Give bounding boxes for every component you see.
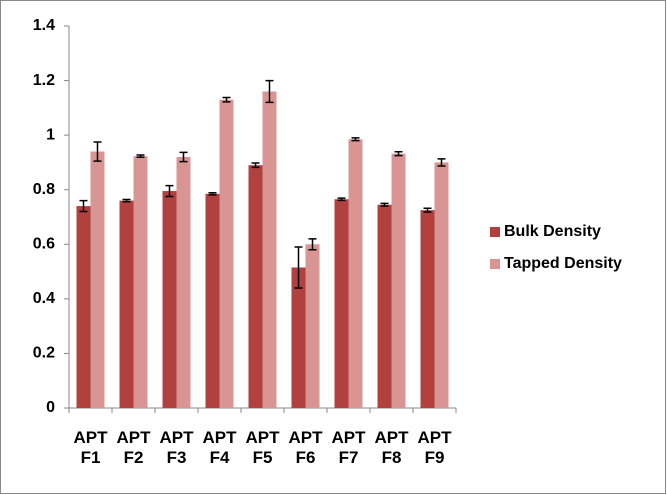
- bar: [219, 99, 234, 409]
- error-bar: [437, 158, 446, 167]
- y-tick-label: 1: [46, 126, 55, 143]
- y-tick-label: 0.8: [33, 181, 55, 198]
- legend-swatch: [490, 259, 500, 269]
- bar: [305, 244, 320, 408]
- error-bar: [423, 207, 432, 213]
- y-tick-label: 0.4: [33, 290, 55, 307]
- x-tick-label: APT F2: [116, 428, 151, 467]
- bar: [334, 199, 349, 408]
- error-bar: [179, 151, 188, 163]
- bar: [420, 210, 435, 408]
- y-tick-label: 1.4: [33, 17, 55, 34]
- legend-label: Bulk Density: [504, 223, 601, 240]
- bar: [133, 156, 148, 408]
- bar: [162, 191, 177, 408]
- error-bar: [222, 96, 231, 103]
- x-tick-label: APT F3: [159, 428, 194, 467]
- error-bar: [79, 199, 88, 213]
- x-tick-label: APT F9: [417, 428, 452, 467]
- bar: [90, 151, 105, 408]
- bar: [248, 165, 263, 408]
- error-bar: [308, 238, 317, 251]
- error-bar: [251, 162, 260, 169]
- error-bar: [351, 137, 360, 142]
- bar: [262, 91, 277, 408]
- y-tick-label: 0.6: [33, 236, 55, 253]
- x-tick-label: APT F6: [288, 428, 323, 467]
- error-bar: [122, 198, 131, 203]
- error-bar: [165, 184, 174, 198]
- error-bar: [93, 141, 102, 162]
- error-bar: [136, 154, 145, 158]
- y-tick-label: 0.2: [33, 345, 55, 362]
- bar: [176, 156, 191, 408]
- y-tick-label: 1.2: [33, 72, 55, 89]
- bar: [291, 267, 306, 408]
- error-bar: [380, 202, 389, 207]
- error-bar: [394, 151, 403, 157]
- bar: [348, 139, 363, 408]
- x-tick-label: APT F1: [73, 428, 108, 467]
- bar: [76, 206, 91, 408]
- y-tick-label: 0: [46, 399, 55, 416]
- bar: [377, 204, 392, 408]
- bar: [434, 162, 449, 408]
- error-bar: [294, 246, 303, 289]
- x-tick-label: APT F7: [331, 428, 366, 467]
- error-bar: [208, 191, 217, 196]
- legend-label: Tapped Density: [504, 255, 622, 272]
- x-tick-label: APT F8: [374, 428, 409, 467]
- x-tick-label: APT F4: [202, 428, 237, 467]
- x-tick-label: APT F5: [245, 428, 280, 467]
- bar: [205, 193, 220, 408]
- bar: [391, 153, 406, 408]
- error-bar: [265, 79, 274, 104]
- bar: [119, 200, 134, 408]
- legend-swatch: [490, 227, 500, 237]
- error-bar: [337, 197, 346, 202]
